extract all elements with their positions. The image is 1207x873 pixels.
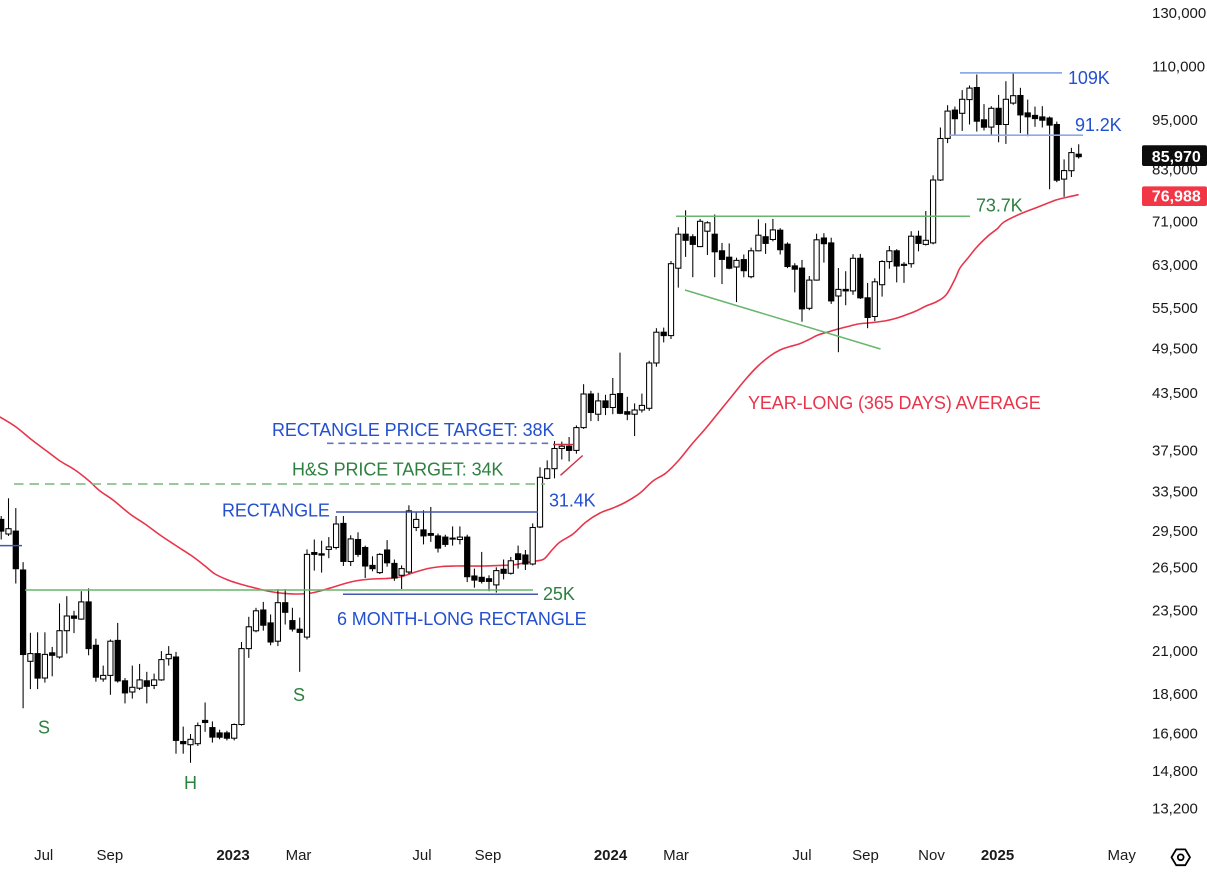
- svg-text:31.4K: 31.4K: [549, 491, 596, 511]
- svg-text:110,000: 110,000: [1152, 59, 1205, 76]
- svg-text:91.2K: 91.2K: [1075, 115, 1122, 135]
- svg-text:76,988: 76,988: [1152, 189, 1201, 206]
- svg-text:2023: 2023: [216, 847, 249, 864]
- svg-text:Jul: Jul: [412, 847, 431, 864]
- svg-text:109K: 109K: [1068, 68, 1110, 88]
- svg-text:18,600: 18,600: [1152, 686, 1198, 703]
- svg-text:37,500: 37,500: [1152, 442, 1198, 459]
- svg-text:71,000: 71,000: [1152, 214, 1198, 231]
- svg-text:26,500: 26,500: [1152, 559, 1198, 576]
- svg-text:Sep: Sep: [475, 847, 502, 864]
- svg-text:Nov: Nov: [918, 847, 945, 864]
- svg-text:6 MONTH-LONG RECTANGLE: 6 MONTH-LONG RECTANGLE: [337, 609, 587, 629]
- svg-text:63,000: 63,000: [1152, 257, 1198, 274]
- svg-text:21,000: 21,000: [1152, 643, 1198, 660]
- svg-text:49,500: 49,500: [1152, 341, 1198, 358]
- svg-text:13,200: 13,200: [1152, 800, 1198, 817]
- svg-text:H&S PRICE TARGET: 34K: H&S PRICE TARGET: 34K: [292, 460, 503, 480]
- svg-text:55,500: 55,500: [1152, 300, 1198, 317]
- svg-text:43,500: 43,500: [1152, 385, 1198, 402]
- svg-text:May: May: [1108, 847, 1137, 864]
- svg-text:S: S: [293, 685, 305, 705]
- svg-text:2024: 2024: [594, 847, 628, 864]
- svg-text:S: S: [38, 718, 50, 738]
- svg-text:14,800: 14,800: [1152, 763, 1198, 780]
- svg-text:H: H: [184, 773, 197, 793]
- svg-text:YEAR-LONG (365 DAYS) AVERAGE: YEAR-LONG (365 DAYS) AVERAGE: [748, 393, 1041, 413]
- svg-text:Jul: Jul: [792, 847, 811, 864]
- svg-text:29,500: 29,500: [1152, 523, 1198, 540]
- svg-text:RECTANGLE: RECTANGLE: [222, 501, 330, 521]
- svg-text:Sep: Sep: [852, 847, 879, 864]
- svg-text:73.7K: 73.7K: [976, 196, 1023, 216]
- svg-text:25K: 25K: [543, 584, 575, 604]
- svg-text:85,970: 85,970: [1152, 149, 1201, 166]
- svg-text:23,500: 23,500: [1152, 602, 1198, 619]
- svg-text:Sep: Sep: [97, 847, 124, 864]
- svg-text:130,000: 130,000: [1152, 5, 1206, 22]
- svg-text:33,500: 33,500: [1152, 484, 1198, 501]
- svg-text:Mar: Mar: [663, 847, 689, 864]
- svg-text:Mar: Mar: [286, 847, 312, 864]
- svg-text:2025: 2025: [981, 847, 1014, 864]
- svg-text:95,000: 95,000: [1152, 112, 1198, 129]
- svg-text:16,600: 16,600: [1152, 725, 1198, 742]
- svg-text:RECTANGLE PRICE TARGET: 38K: RECTANGLE PRICE TARGET: 38K: [272, 420, 554, 440]
- svg-text:Jul: Jul: [34, 847, 53, 864]
